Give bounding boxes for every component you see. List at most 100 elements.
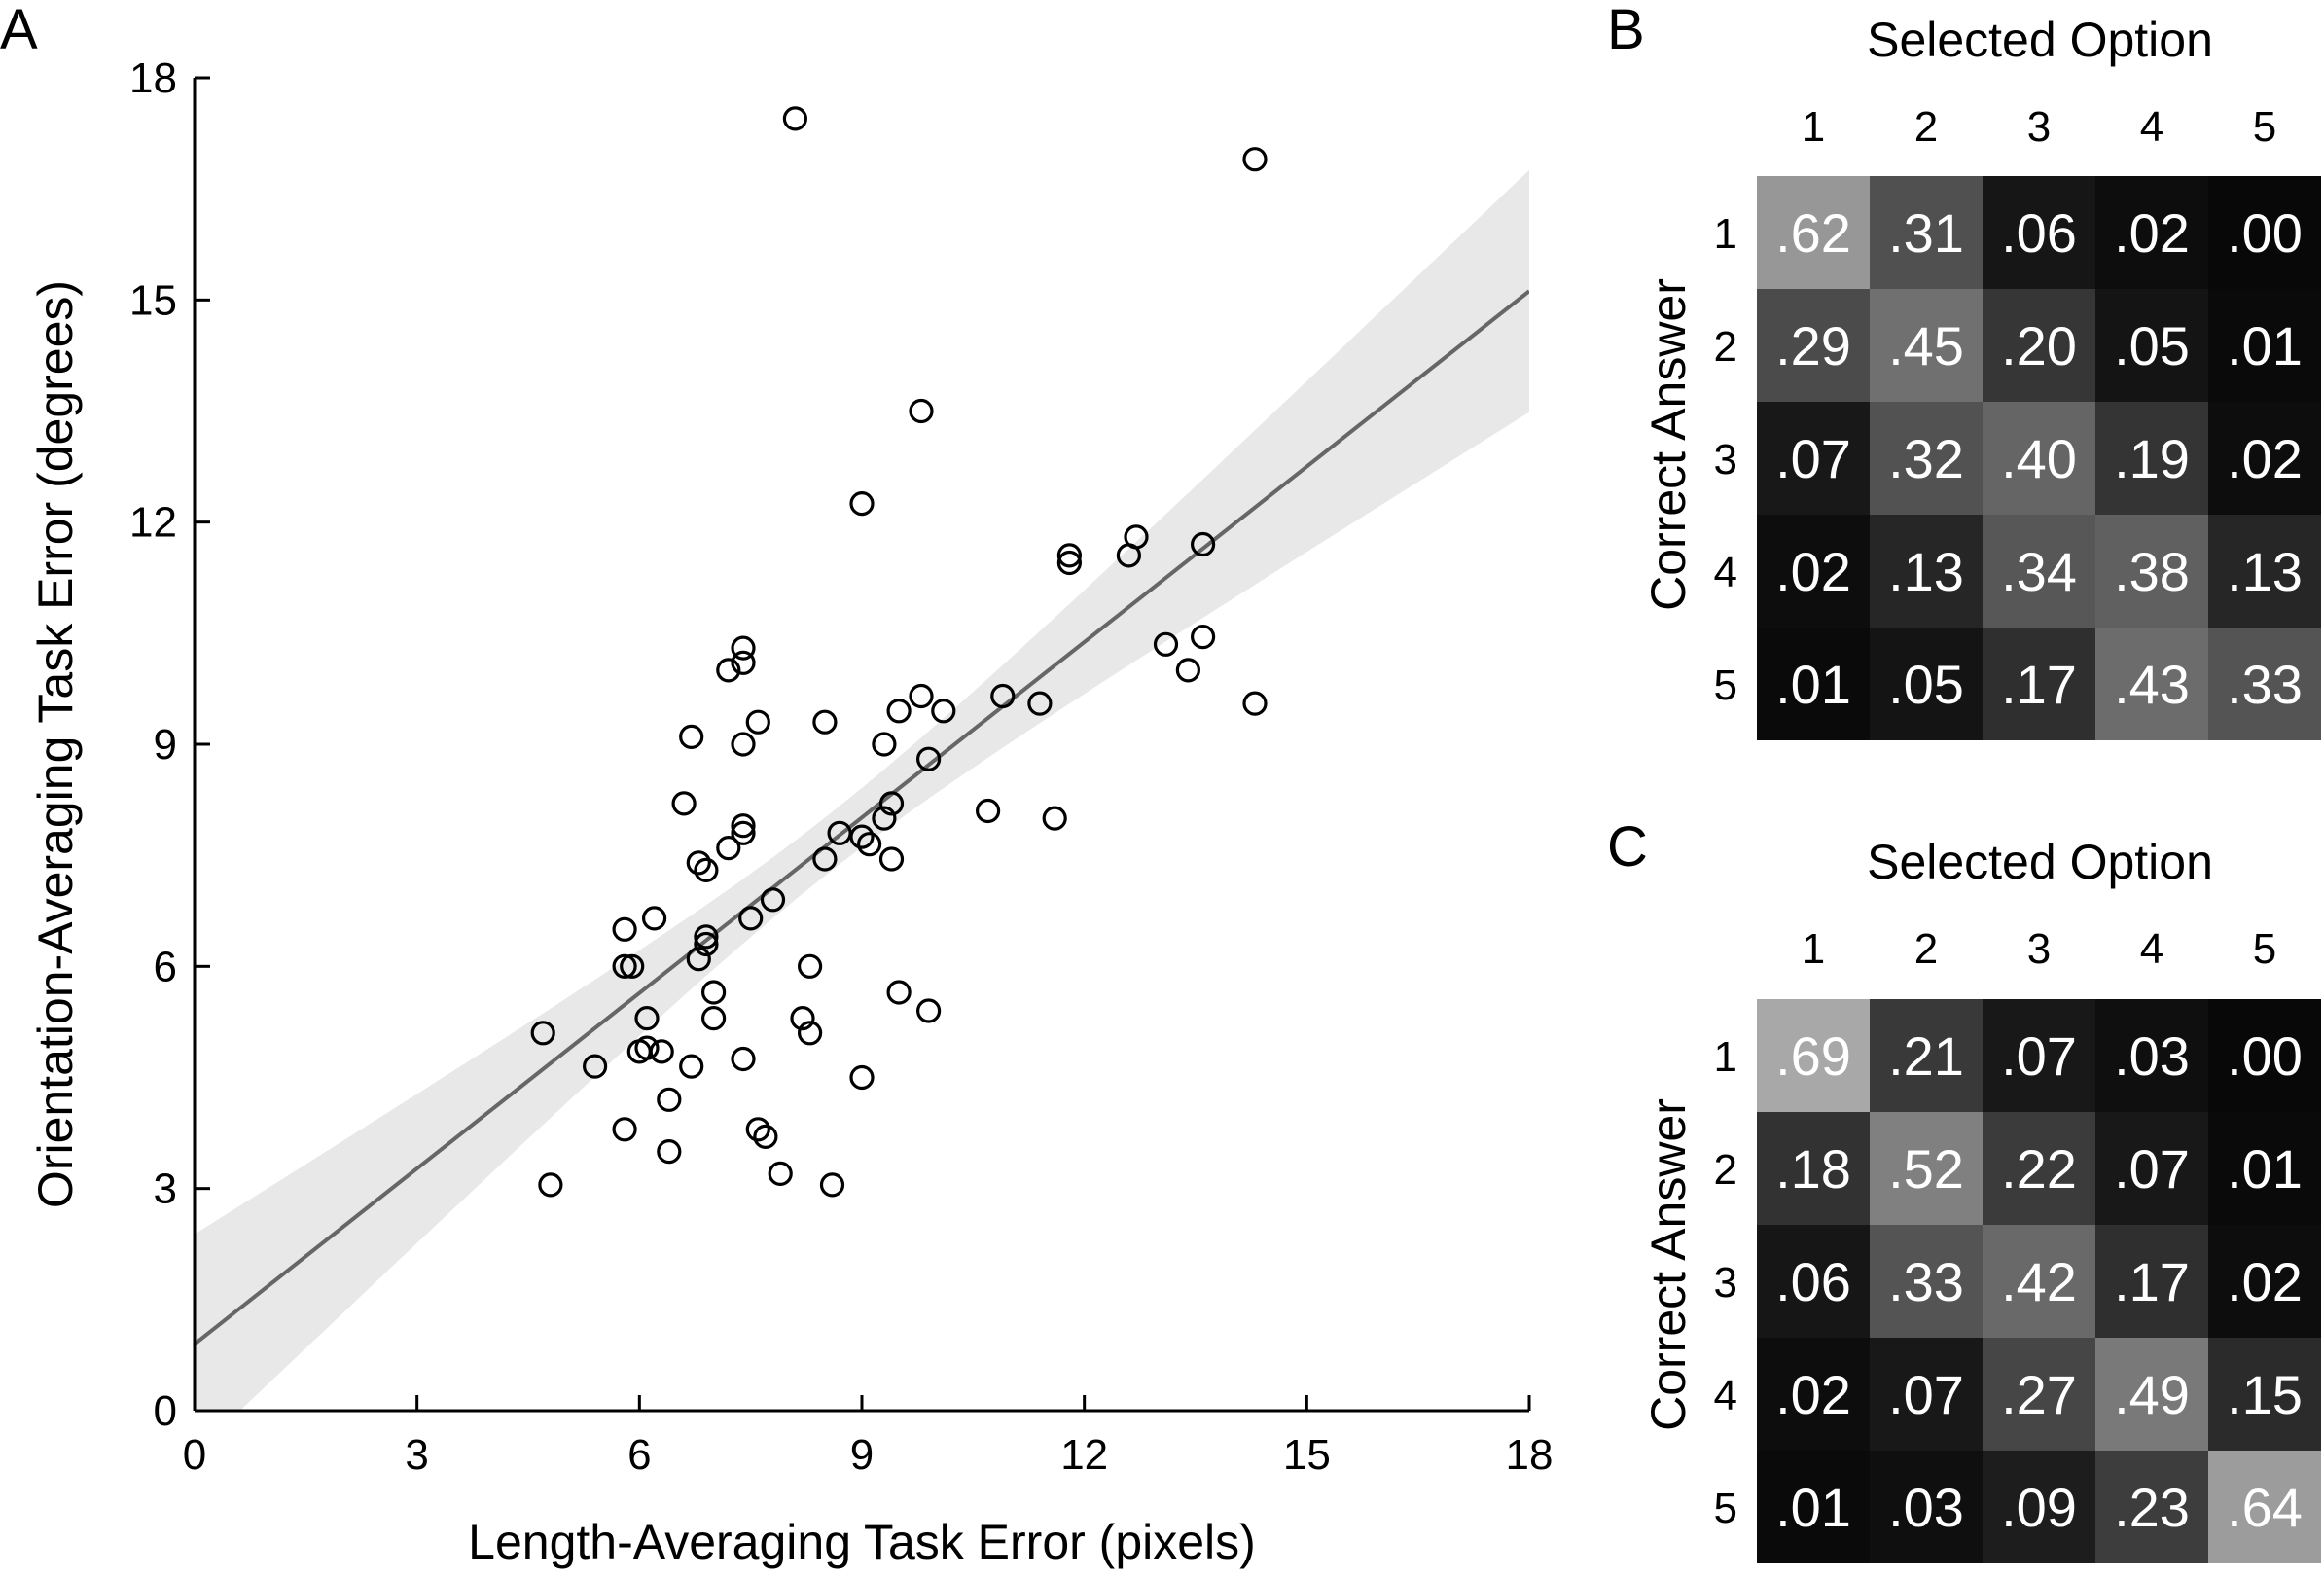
heatmap-cell-label: .33 [1888,1251,1964,1312]
heatmap-cell-label: .21 [1888,1025,1964,1087]
x-tick-label: 15 [1283,1431,1331,1479]
x-tick-label: 18 [1506,1431,1554,1479]
data-point [849,1064,875,1091]
data-point [878,791,905,816]
heatmap-cell-label: .01 [1775,1477,1851,1538]
data-point [1242,147,1268,172]
heatmap-cell-label: .01 [2227,315,2303,377]
heatmap-cell [1870,402,1983,515]
heatmap-cell-label: .00 [2227,1025,2303,1087]
data-point [812,846,838,872]
data-point [641,906,667,931]
heatmap-cell [1983,515,2095,628]
heatmap-x-tick-label: 3 [2027,925,2051,973]
data-point [612,953,637,979]
heatmap-cell [1870,176,1983,289]
y-tick-label: 12 [129,499,177,547]
data-point [1116,543,1142,568]
x-tick-label: 9 [850,1431,874,1479]
data-point [634,1005,660,1031]
heatmap-cell-label: .33 [2227,654,2303,715]
heatmap-cell [1757,628,1870,740]
data-point [878,846,905,872]
heatmap-cell-label: .29 [1775,315,1851,377]
data-point [679,1054,704,1079]
data-point [790,1005,815,1031]
data-point [886,699,912,724]
data-point [909,398,934,424]
panel-label-b: B [1607,0,1645,61]
data-point [849,490,875,517]
data-point [626,1039,652,1064]
heatmap-cell-label: .07 [1888,1364,1964,1425]
heatmap-cell-label: .02 [2227,1251,2303,1312]
data-point [797,953,823,979]
heatmap-y-tick-label: 1 [1714,1033,1737,1081]
heatmap-cell [1757,176,1870,289]
y-tick-label: 9 [154,721,177,769]
scatter-points [530,106,1268,1198]
data-point [872,806,897,831]
heatmap-cell-label: .02 [1775,541,1851,602]
heatmap-cell [2208,515,2321,628]
data-point [931,699,956,724]
data-point [612,916,637,942]
heatmap-cell-label: .01 [1775,654,1851,715]
heatmap-cell-label: .13 [2227,541,2303,602]
data-point [1190,624,1216,650]
data-point [1153,631,1179,657]
heatmap-y-tick-label: 3 [1714,1259,1737,1307]
data-point [1056,550,1083,576]
heatmap-cell [2208,402,2321,515]
heatmap-cell-label: .34 [2001,541,2077,602]
heatmap-x-tick-label: 2 [1914,925,1938,973]
x-axis-title: Length-Averaging Task Error (pixels) [468,1515,1256,1569]
data-point [745,709,770,735]
heatmap-cell-label: .31 [1888,202,1964,264]
heatmap-cell [2095,1451,2208,1563]
heatmap-cell-label: .07 [2001,1025,2077,1087]
heatmap-cell [1757,1225,1870,1338]
heatmap-cell-label: .17 [2001,654,2077,715]
heatmap-y-tick-label: 2 [1714,1146,1737,1194]
heatmap-cell [1870,1112,1983,1225]
heatmap-y-tick-label: 4 [1714,549,1737,596]
heatmap-y-tick-label: 5 [1714,662,1737,709]
data-point [686,850,711,876]
heatmap-cell-label: .38 [2114,541,2190,602]
heatmap-cell-label: .64 [2227,1477,2303,1538]
data-point [694,931,719,957]
heatmap-cell [1757,1338,1870,1451]
heatmap-cell [1757,1451,1870,1563]
heatmap-cell-label: .45 [1888,315,1964,377]
heatmap-cell-label: .06 [1775,1251,1851,1312]
heatmap-x-tick-label: 4 [2140,925,2163,973]
heatmap-cell [1757,1112,1870,1225]
scatter-panel: A 0 3 6 9 12 15 18 0 3 6 9 12 15 18 Length-Averaging … [0,0,1553,1569]
heatmap-cell [2208,1225,2321,1338]
data-point [657,1138,682,1165]
heatmap-cell-label: .62 [1775,202,1851,264]
data-point [694,924,719,950]
data-point [582,1054,608,1079]
heatmap-cell-label: .27 [2001,1364,2077,1425]
heatmap-cell [1983,1451,2095,1563]
data-point [738,906,764,931]
heatmap-cell-label: .18 [1775,1138,1851,1200]
heatmap-cell [1983,999,2095,1112]
heatmap-cell [2095,515,2208,628]
axes: 0 3 6 9 12 15 18 0 3 6 9 12 15 18 [129,54,1553,1479]
data-point [745,1117,770,1142]
heatmap-y-tick-label: 3 [1714,436,1737,484]
heatmap-cell [1983,402,2095,515]
heatmap-y-tick-label: 1 [1714,210,1737,258]
data-point [849,824,875,849]
heatmap-cell [2095,402,2208,515]
heatmap-cell-label: .40 [2001,428,2077,489]
y-axis-title: Orientation-Averaging Task Error (degree… [28,280,83,1208]
regression-line-group [195,289,1529,1346]
heatmap-cell-label: .43 [2114,654,2190,715]
heatmap-cell-label: .07 [1775,428,1851,489]
heatmap-cell-label: .15 [2227,1364,2303,1425]
